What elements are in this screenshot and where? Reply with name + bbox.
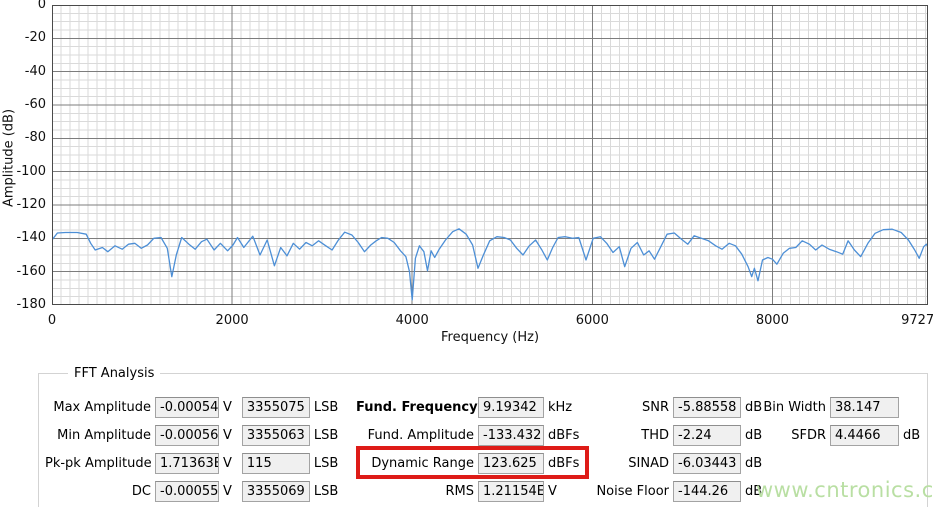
fft-analysis-panel: Max Amplitude -0.000548 V 3355075 LSB Mi…	[38, 373, 928, 507]
min-amplitude-row: Min Amplitude -0.000565 V 3355063 LSB	[45, 421, 338, 449]
lsb-unit: LSB	[313, 455, 339, 471]
khz-unit: kHz	[548, 399, 573, 415]
x-tick-label: 4000	[395, 313, 429, 328]
db-unit: dB	[745, 399, 763, 415]
min-amplitude-lsb-field[interactable]: 3355063	[241, 424, 310, 446]
y-tick-label: -120	[16, 197, 46, 212]
x-tick-label: 8000	[755, 313, 789, 328]
lsb-unit: LSB	[313, 483, 339, 499]
thd-row: THD -2.24 dB	[561, 421, 762, 449]
y-tick-label: -140	[16, 230, 46, 246]
dbfs-unit: dBFs	[548, 427, 580, 443]
volt-unit: V	[223, 399, 232, 415]
volt-unit: V	[223, 483, 232, 499]
thd-label: THD	[641, 427, 669, 443]
volt-unit: V	[223, 455, 232, 471]
rms-label: RMS	[445, 483, 474, 499]
y-tick-label: -40	[24, 63, 46, 79]
fund-amplitude-field[interactable]: -133.432	[478, 424, 544, 446]
max-amplitude-label: Max Amplitude	[53, 399, 151, 415]
snr-row: SNR -5.88558 dB	[561, 393, 762, 421]
volt-unit: V	[223, 427, 232, 443]
fund-amplitude-label: Fund. Amplitude	[367, 427, 474, 443]
bin-column: Bin Width 38.147 SFDR 4.4466 dB	[748, 393, 920, 449]
x-tick-label: 9727.47	[901, 313, 933, 328]
db-unit: dB	[745, 455, 763, 471]
y-tick-label: -80	[24, 130, 46, 146]
snr-field[interactable]: -5.88558	[673, 396, 741, 418]
x-tick-label: 6000	[575, 313, 609, 328]
lsb-unit: LSB	[313, 399, 339, 415]
dynamic-range-label: Dynamic Range	[371, 455, 474, 471]
sinad-label: SINAD	[628, 455, 669, 471]
amplitude-frequency-graph: 0 -20 -40 -60 -80 -100 -120 -140 -160 -180 0 2000 4…	[1, 0, 933, 345]
max-amplitude-lsb-field[interactable]: 3355075	[241, 396, 310, 418]
sfdr-label: SFDR	[791, 427, 826, 443]
plot-frame	[52, 5, 928, 305]
y-tick-label: -180	[16, 297, 46, 312]
sfdr-row: SFDR 4.4466 dB	[748, 421, 920, 449]
y-tick-label: -160	[16, 263, 46, 279]
dynamic-range-field[interactable]: 123.625	[478, 452, 544, 474]
x-tick-label: 0	[47, 313, 57, 328]
dbfs-unit: dBFs	[548, 455, 580, 471]
fund-amplitude-row: Fund. Amplitude -133.432 dBFs	[356, 421, 579, 449]
fund-frequency-label: Fund. Frequency	[356, 399, 478, 415]
y-tick-label: 0	[37, 0, 46, 12]
bin-width-field[interactable]: 38.147	[830, 396, 899, 418]
dc-label: DC	[131, 483, 151, 499]
max-amplitude-v-field[interactable]: -0.000548	[155, 396, 219, 418]
fft-trace	[52, 228, 928, 301]
pkpk-amplitude-label: Pk-pk Amplitude	[45, 455, 152, 471]
rms-row: RMS 1.21154E V	[356, 477, 579, 505]
rms-field[interactable]: 1.21154E	[478, 480, 544, 502]
volt-unit: V	[548, 483, 557, 499]
dynamic-range-row: Dynamic Range 123.625 dBFs	[356, 449, 579, 477]
max-amplitude-row: Max Amplitude -0.000548 V 3355075 LSB	[45, 393, 338, 421]
db-unit: dB	[745, 427, 763, 443]
bin-width-label: Bin Width	[763, 399, 826, 415]
snr-label: SNR	[641, 399, 669, 415]
pkpk-amplitude-v-field[interactable]: 1.71363E	[155, 452, 219, 474]
lsb-unit: LSB	[313, 427, 339, 443]
y-axis-label: Amplitude (dB)	[1, 108, 17, 208]
panel-title: FFT Analysis	[68, 366, 161, 381]
noise-floor-field[interactable]: -144.26	[673, 480, 741, 502]
dc-lsb-field[interactable]: 3355069	[241, 480, 310, 502]
pkpk-amplitude-row: Pk-pk Amplitude 1.71363E V 115 LSB	[45, 449, 338, 477]
db-unit: dB	[903, 427, 921, 443]
sinad-row: SINAD -6.03443 dB	[561, 449, 762, 477]
min-amplitude-v-field[interactable]: -0.000565	[155, 424, 219, 446]
x-tick-label: 2000	[215, 313, 249, 328]
watermark: www.cntronics.com	[756, 478, 933, 502]
dc-v-field[interactable]: -0.000550	[155, 480, 219, 502]
noise-floor-label: Noise Floor	[596, 483, 669, 499]
y-tick-label: -100	[16, 163, 46, 179]
x-axis-label: Frequency (Hz)	[440, 330, 540, 345]
ratio-column: SNR -5.88558 dB THD -2.24 dB SINAD -6.03…	[561, 393, 762, 505]
y-tick-label: -20	[24, 30, 46, 46]
noise-floor-row: Noise Floor -144.26 dB	[561, 477, 762, 505]
bin-width-row: Bin Width 38.147	[748, 393, 920, 421]
db-unit: dB	[745, 483, 763, 499]
sinad-field[interactable]: -6.03443	[673, 452, 741, 474]
fund-frequency-field[interactable]: 9.19342	[478, 396, 544, 418]
y-tick-label: -60	[24, 97, 46, 112]
plot-area	[52, 5, 928, 305]
amplitude-column: Max Amplitude -0.000548 V 3355075 LSB Mi…	[45, 393, 338, 505]
fund-frequency-row: Fund. Frequency 9.19342 kHz	[356, 393, 579, 421]
pkpk-amplitude-lsb-field[interactable]: 115	[241, 452, 310, 474]
min-amplitude-label: Min Amplitude	[57, 427, 151, 443]
thd-field[interactable]: -2.24	[673, 424, 741, 446]
fundamental-column: Fund. Frequency 9.19342 kHz Fund. Amplit…	[356, 393, 579, 505]
sfdr-field[interactable]: 4.4466	[830, 424, 899, 446]
dc-row: DC -0.000550 V 3355069 LSB	[45, 477, 338, 505]
